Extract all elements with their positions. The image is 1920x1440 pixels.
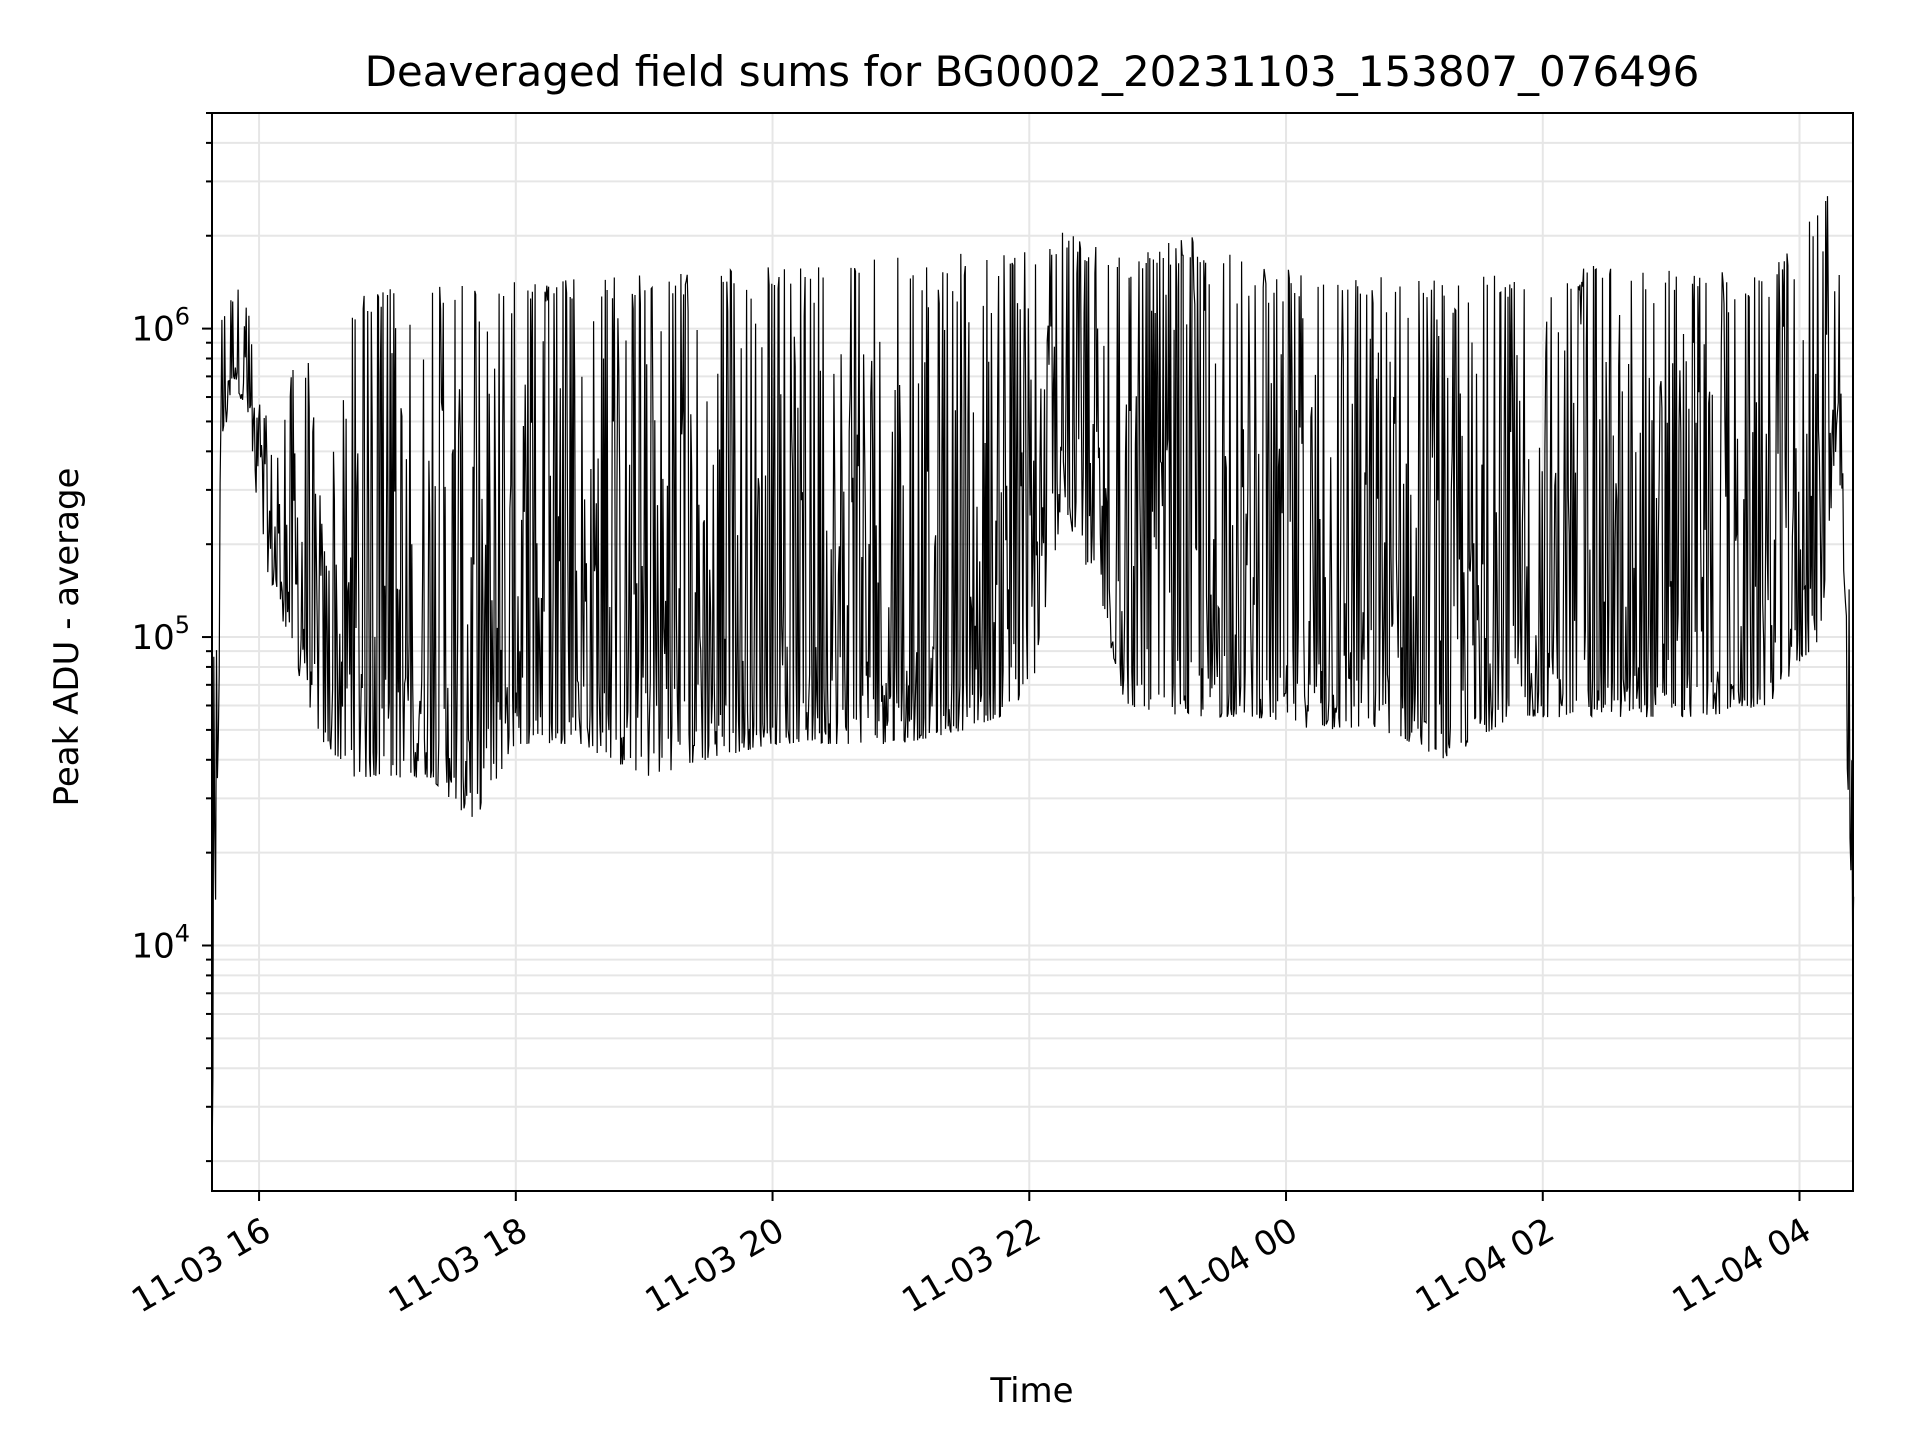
chart-title: Deaveraged field sums for BG0002_2023110… bbox=[365, 47, 1700, 96]
y-tick-label: 106 bbox=[131, 303, 190, 350]
x-axis-title: Time bbox=[989, 1371, 1073, 1411]
grid bbox=[212, 112, 1853, 1191]
y-tick-label: 104 bbox=[131, 920, 190, 967]
ticks bbox=[202, 112, 1801, 1201]
series-line bbox=[211, 196, 1855, 1169]
series-layer bbox=[211, 196, 1855, 1169]
y-tick-label: 105 bbox=[131, 611, 190, 658]
y-axis-title: Peak ADU - average bbox=[47, 468, 87, 807]
